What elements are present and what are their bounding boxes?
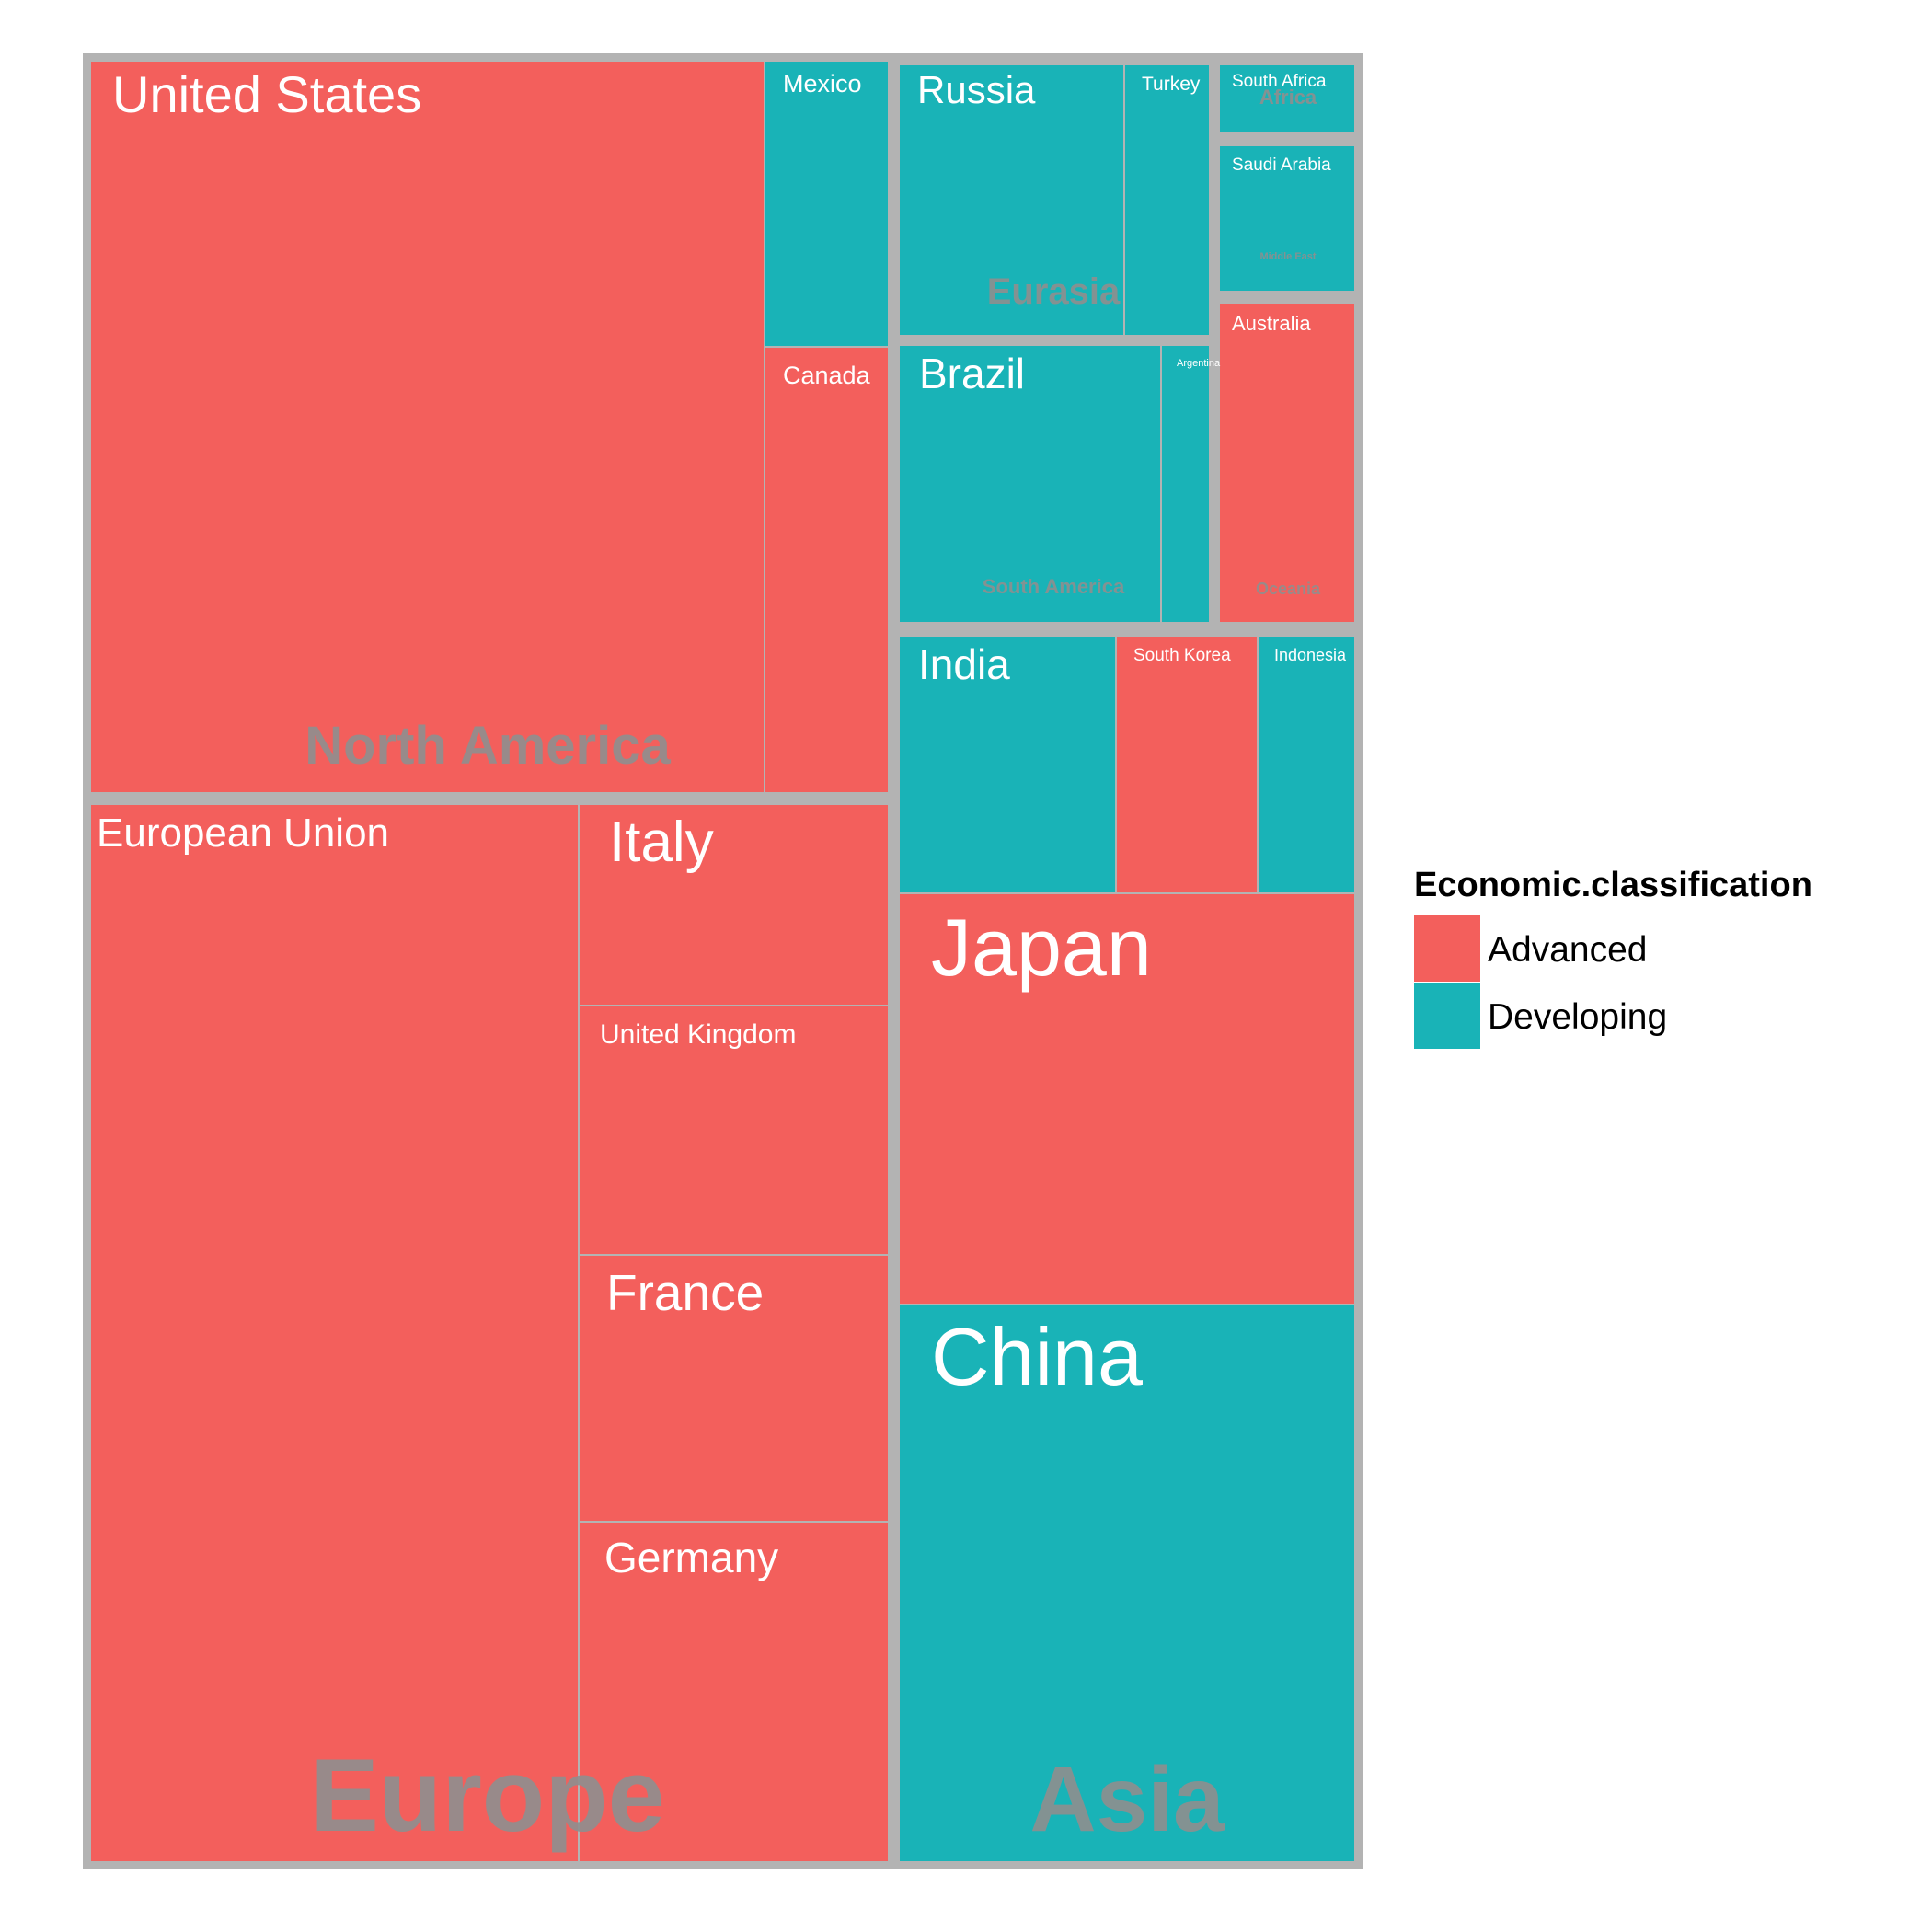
group-label-europe: Europe	[310, 1738, 665, 1853]
tile-indonesia	[1257, 635, 1356, 894]
group-label-eurasia: Eurasia	[987, 271, 1121, 312]
treemap-group-borders	[83, 53, 1363, 1869]
group-label-middle-east: Middle East	[1259, 251, 1316, 262]
group-border-africa	[1212, 57, 1363, 141]
legend-title: Economic.classification	[1414, 866, 1812, 904]
tile-germany	[578, 1521, 892, 1863]
tile-label-china: China	[931, 1311, 1143, 1402]
tile-label-france: France	[606, 1264, 764, 1321]
tile-label-south-africa: South Africa	[1232, 72, 1327, 91]
tile-canada	[764, 346, 892, 794]
group-label-oceania: Oceania	[1256, 580, 1321, 598]
tile-united-states	[89, 60, 765, 794]
tile-label-germany: Germany	[604, 1534, 778, 1581]
tile-mexico	[764, 60, 892, 348]
tile-argentina	[1160, 344, 1211, 624]
tile-label-canada: Canada	[783, 362, 871, 389]
treemap-leaf-labels: United States Mexico Canada European Union I…	[97, 65, 1347, 1581]
tile-label-australia: Australia	[1232, 312, 1311, 335]
treemap-group-labels: North America Europe Eurasia Africa Middle E…	[305, 86, 1321, 1853]
tile-label-saudi-arabia: Saudi Arabia	[1232, 155, 1331, 175]
legend: Economic.classification Advanced Develop…	[1414, 866, 1812, 1049]
tile-label-brazil: Brazil	[919, 350, 1025, 397]
tile-italy	[578, 803, 892, 1006]
group-label-africa: Africa	[1259, 86, 1317, 109]
tile-label-european-union: European Union	[97, 811, 389, 856]
tile-european-union	[89, 803, 580, 1863]
legend-swatch-advanced	[1414, 915, 1480, 982]
tile-label-india: India	[918, 640, 1010, 688]
group-label-asia: Asia	[1029, 1748, 1225, 1851]
tile-label-united-kingdom: United Kingdom	[600, 1019, 796, 1050]
tile-turkey	[1123, 63, 1211, 337]
tile-united-kingdom	[578, 1005, 892, 1256]
tile-south-korea	[1115, 635, 1259, 894]
group-border-asia	[891, 628, 1363, 1869]
group-label-north-america: North America	[305, 716, 671, 776]
tile-label-italy: Italy	[609, 811, 714, 874]
group-border-oceania	[1212, 295, 1363, 630]
tile-label-japan: Japan	[931, 902, 1152, 993]
tile-france	[578, 1254, 892, 1523]
treemap-tiles	[83, 53, 1363, 1869]
tile-label-russia: Russia	[917, 68, 1036, 111]
group-label-south-america: South America	[983, 575, 1125, 598]
tile-label-indonesia: Indonesia	[1274, 646, 1347, 664]
tile-label-argentina: Argentina	[1177, 358, 1221, 369]
legend-swatch-developing	[1414, 983, 1480, 1049]
tile-label-turkey: Turkey	[1142, 74, 1201, 95]
tile-saudi-arabia	[1218, 144, 1356, 293]
tile-label-united-states: United States	[112, 65, 421, 123]
tile-brazil	[898, 344, 1162, 624]
tile-australia	[1218, 302, 1356, 624]
tile-japan	[898, 892, 1356, 1305]
tile-label-mexico: Mexico	[783, 70, 862, 98]
legend-label-advanced: Advanced	[1488, 930, 1647, 970]
legend-label-developing: Developing	[1488, 997, 1667, 1037]
tile-label-south-korea: South Korea	[1133, 646, 1231, 665]
